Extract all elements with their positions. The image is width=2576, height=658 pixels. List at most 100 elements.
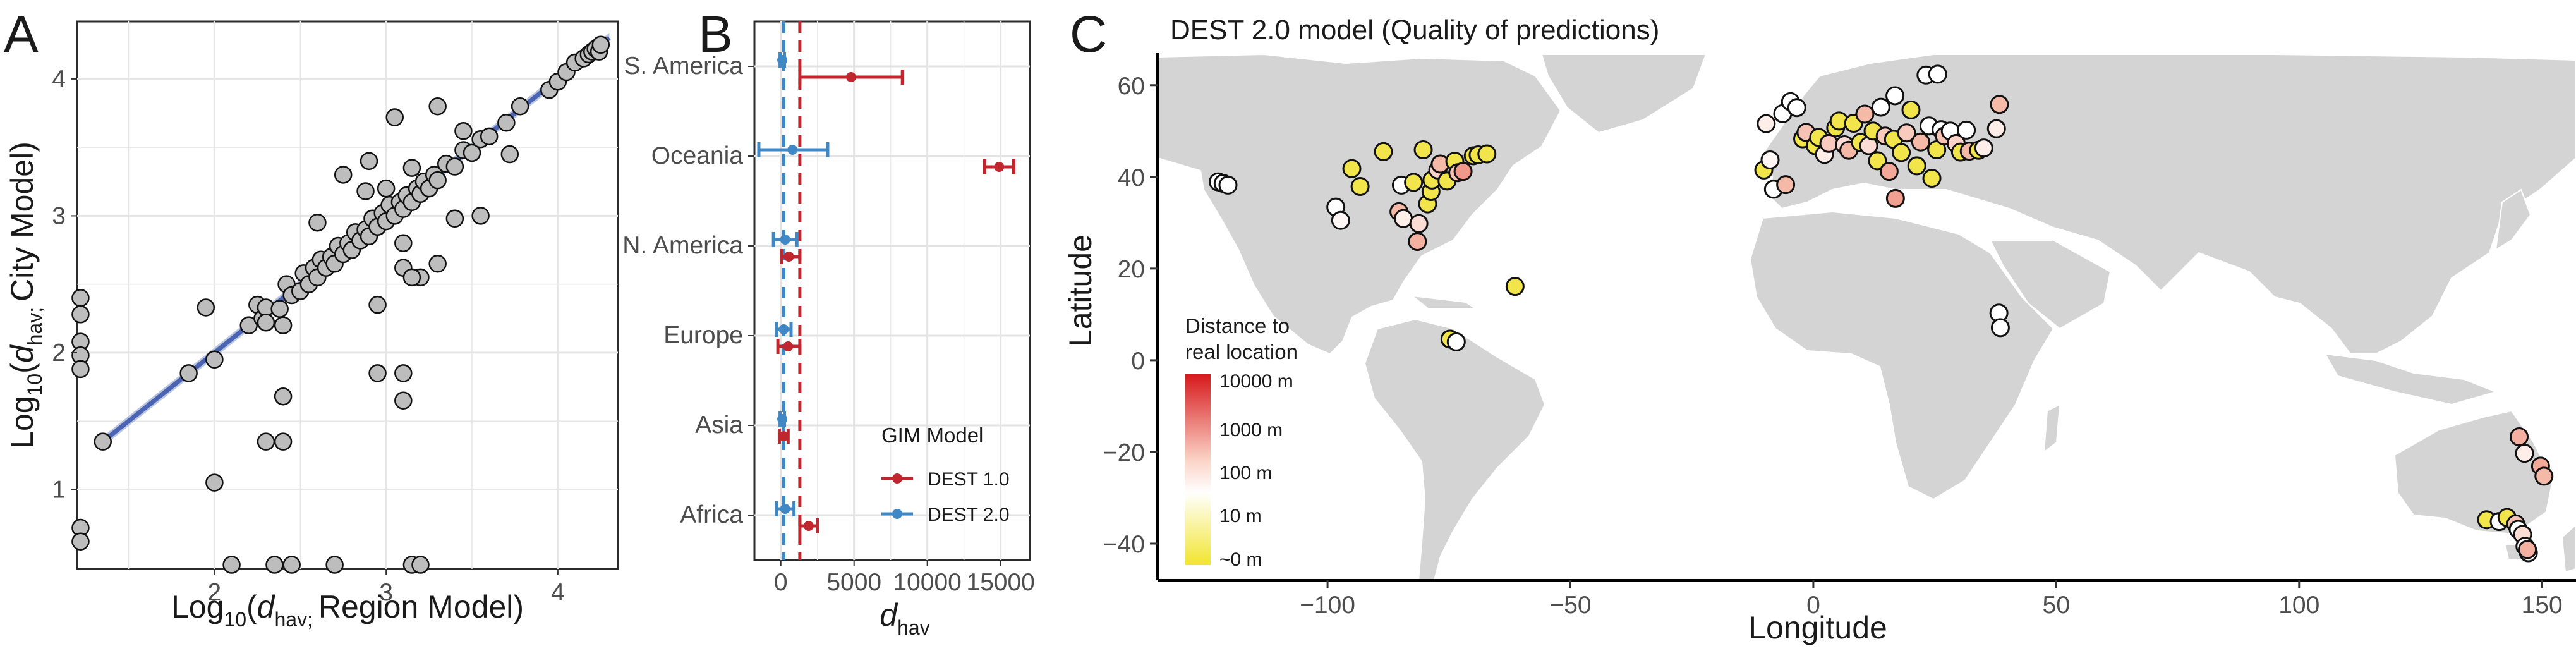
x-tick-label: 4	[551, 579, 565, 606]
scatter-point	[454, 121, 473, 140]
panel-c-x-axis-title: Longitude	[1748, 610, 1887, 645]
location-point	[1409, 214, 1429, 233]
scatter-point	[360, 152, 378, 171]
scatter-point	[500, 145, 519, 164]
location-point	[1757, 114, 1776, 133]
scatter-point	[274, 387, 293, 406]
australia-land	[2393, 410, 2554, 535]
panel-c-ticks: −100 −50 0 50 100 150 −40 −20 0 20 40 60	[1103, 73, 2563, 619]
category-label: Africa	[680, 501, 743, 528]
scatter-point	[308, 214, 327, 232]
greenland-land	[1540, 54, 1707, 134]
latitude-tick-label: 20	[1118, 256, 1145, 283]
longitude-tick-label: −100	[1300, 592, 1355, 619]
location-point	[1922, 168, 1942, 188]
panel-a-scatter-plot: 2 3 4 1 2 3 4 Log10(dhav; Region Model) Log10(…	[4, 20, 619, 631]
panel-b-grid	[754, 21, 1030, 560]
panel-c-color-legend: Distance to real location 10000 m 1000 m…	[1185, 314, 1298, 570]
panel-b-legend: GIM Model DEST 1.0 DEST 2.0	[881, 423, 1010, 525]
scatter-point	[511, 97, 529, 116]
location-point	[1990, 318, 2010, 338]
panel-c-points	[1209, 64, 2554, 563]
scatter-point	[274, 432, 293, 451]
scatter-point	[394, 364, 413, 382]
location-point	[1408, 232, 1427, 252]
mean-point	[787, 145, 798, 155]
location-point	[1974, 138, 1993, 158]
scatter-point	[394, 391, 413, 410]
scatter-point	[428, 97, 447, 116]
scatter-point	[385, 108, 404, 126]
location-point	[1787, 98, 1806, 118]
scatter-point	[368, 295, 387, 314]
y-tick-label: 2	[52, 339, 66, 367]
y-tick-label: 4	[52, 66, 66, 93]
location-point	[1374, 142, 1393, 161]
scatter-point	[463, 143, 481, 162]
longitude-tick-label: 100	[2278, 592, 2319, 619]
legend-label-dest-2: DEST 2.0	[928, 504, 1010, 525]
panel-a-letter: A	[4, 6, 39, 63]
legend-point-dest-1	[892, 473, 902, 484]
scatter-point	[325, 556, 344, 574]
location-point	[1505, 277, 1525, 296]
location-point	[1901, 100, 1921, 119]
mean-point	[777, 55, 788, 65]
location-point	[1760, 150, 1780, 169]
color-legend-label-1000m: 1000 m	[1219, 420, 1283, 441]
scatter-point	[411, 556, 430, 574]
location-point	[1446, 332, 1466, 351]
panel-a-x-axis-title: Log10(dhav; Region Model)	[171, 589, 524, 631]
x-tick-label: 3	[379, 579, 393, 606]
color-legend-label-0m: ~0 m	[1219, 549, 1262, 570]
scatter-point	[71, 360, 90, 379]
panel-a-points	[71, 35, 610, 574]
mean-point	[846, 72, 857, 82]
color-legend-label-10m: 10 m	[1219, 506, 1262, 527]
color-legend-label-10000m: 10000 m	[1219, 371, 1293, 392]
scatter-point	[428, 254, 447, 273]
southeast-asia-islands	[2324, 353, 2498, 406]
scatter-point	[356, 182, 375, 200]
scatter-point	[274, 316, 293, 334]
panel-b-reference-lines	[782, 21, 802, 560]
panel-c-title: DEST 2.0 model (Quality of predictions)	[1170, 15, 1659, 46]
location-point	[2510, 427, 2529, 447]
location-point	[1957, 120, 1976, 140]
africa-land	[1749, 210, 2055, 501]
location-point	[2515, 444, 2534, 463]
scatter-point	[377, 179, 396, 198]
x-tick-label: 15000	[966, 569, 1034, 596]
color-legend-label-100m: 100 m	[1219, 463, 1272, 484]
scatter-point	[368, 364, 387, 382]
caribbean-land	[1410, 295, 1478, 309]
scatter-point	[445, 157, 464, 176]
scatter-point	[591, 35, 610, 54]
location-point	[1868, 151, 1887, 171]
location-point	[2534, 466, 2554, 486]
north-america-land	[1158, 53, 1562, 355]
panel-b-error-bars	[757, 52, 1015, 533]
scatter-point	[205, 350, 224, 369]
location-point	[1907, 156, 1926, 176]
scatter-point	[94, 432, 112, 451]
location-point	[1350, 177, 1370, 197]
latitude-tick-label: −40	[1103, 531, 1145, 558]
panel-b-letter: B	[698, 6, 733, 63]
location-point	[1477, 144, 1497, 164]
location-point	[1892, 143, 1911, 162]
panel-a-y-axis-title: Log10(dhav; City Model)	[4, 142, 46, 449]
panel-b-errorbar-plot: S. America Oceania N. America Europe Asia Afr…	[622, 20, 1035, 639]
scatter-point	[222, 556, 241, 574]
scatter-point	[402, 268, 421, 287]
scatter-point	[282, 556, 301, 574]
scatter-point	[197, 298, 215, 317]
location-point	[2518, 540, 2537, 559]
new-zealand-land	[2561, 523, 2576, 573]
location-point	[1897, 123, 1916, 143]
madagascar-land	[2043, 403, 2061, 454]
mean-point	[783, 341, 794, 351]
location-point	[1855, 104, 1875, 124]
scatter-point	[179, 364, 198, 382]
